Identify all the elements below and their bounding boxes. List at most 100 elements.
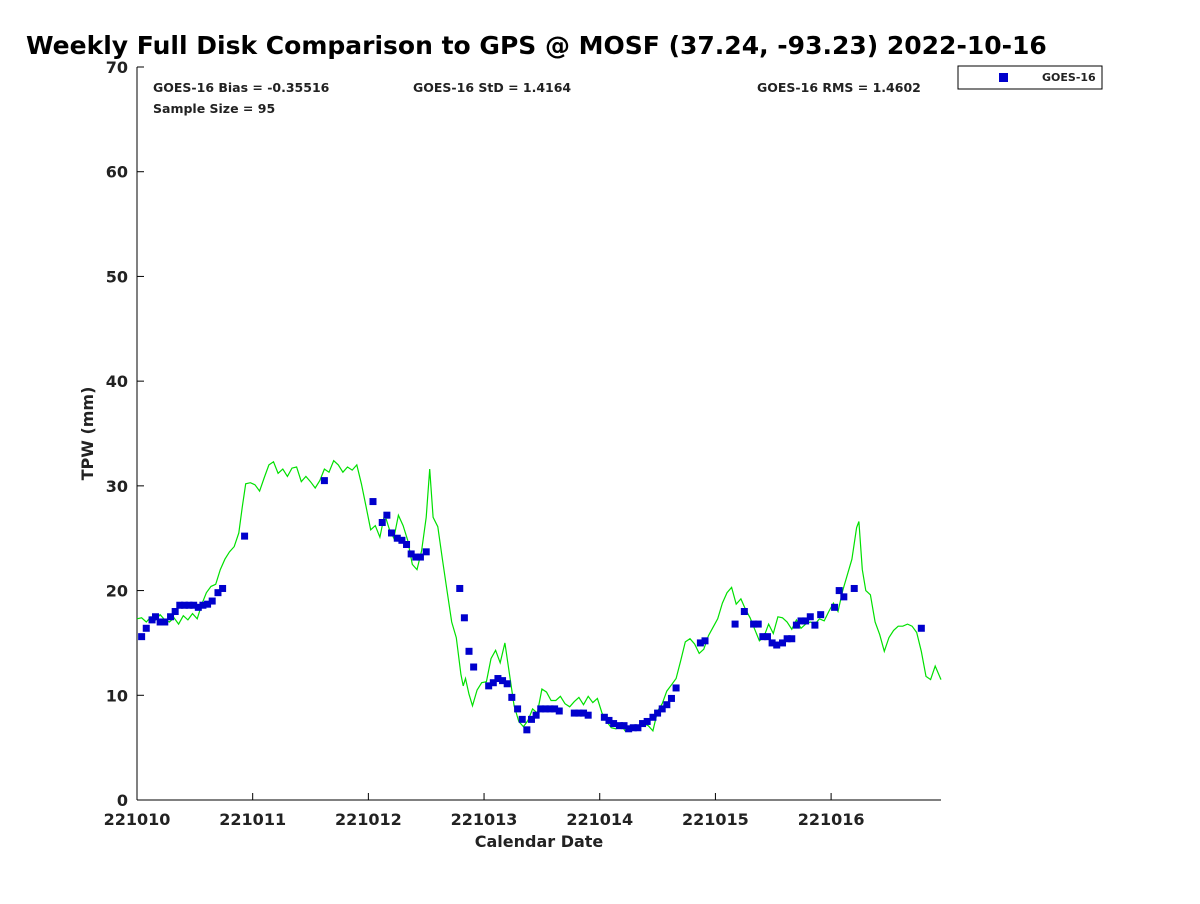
goes16-data-point [383,511,391,519]
goes16-data-point [489,679,497,687]
goes16-data-point [320,477,328,485]
goes16-data-point [620,722,628,730]
goes16-data-point [138,633,146,641]
goes16-data-point [600,713,608,721]
goes16-data-point [407,550,415,558]
rms-annotation: GOES-16 RMS = 1.4602 [757,80,921,95]
x-tick-label: 221014 [566,810,633,829]
goes16-data-point [508,693,516,701]
y-tick-label: 0 [117,791,128,810]
x-axis-label: Calendar Date [475,832,604,851]
y-tick-label: 70 [106,58,128,77]
goes16-data-point [460,614,468,622]
y-tick-label: 10 [106,686,128,705]
goes16-data-point [199,601,207,609]
goes16-data-point [485,682,493,690]
x-tick-label: 221010 [104,810,171,829]
goes16-data-point [575,709,583,717]
goes16-data-point [532,711,540,719]
goes16-data-point [541,705,549,713]
chart-title: Weekly Full Disk Comparison to GPS @ MOS… [26,31,1047,60]
goes16-data-point [369,498,377,506]
goes16-data-point [663,701,671,709]
goes16-data-point [802,617,810,625]
y-tick-label: 40 [106,372,128,391]
goes16-data-point [465,647,473,655]
goes16-data-point [514,705,522,713]
goes16-data-point [763,633,771,641]
goes16-data-point [503,680,511,688]
x-tick-label: 221015 [682,810,749,829]
goes16-data-point [523,726,531,734]
goes16-data-point [643,717,651,725]
goes16-data-point [527,715,535,723]
goes16-data-point [788,635,796,643]
goes16-data-point [204,600,212,608]
sample-size-annotation: Sample Size = 95 [153,101,275,116]
goes16-data-point [555,707,563,715]
goes16-data-point [759,633,767,641]
goes16-data-point [241,532,249,540]
goes16-data-point [156,618,164,626]
goes16-data-point [208,597,216,605]
goes16-data-point [605,716,613,724]
y-tick-label: 60 [106,163,128,182]
goes16-data-point [537,705,545,713]
goes16-data-point [831,603,839,611]
gps-series-line [136,459,942,733]
goes16-data-point [835,587,843,595]
goes16-data-point [840,593,848,601]
goes16-data-point [142,624,150,632]
goes16-data-point [806,613,814,621]
y-tick-label: 50 [106,267,128,286]
goes16-data-point [625,725,633,733]
goes16-data-point [754,620,762,628]
goes16-data-point [171,608,179,616]
y-axis-label: TPW (mm) [78,387,97,481]
goes16-data-point [779,639,787,647]
goes16-data-point [152,613,160,621]
goes16-data-point [499,677,507,685]
goes16-data-point [470,663,478,671]
goes16-data-point [551,705,559,713]
goes16-data-point [817,611,825,619]
y-tick-label: 20 [106,582,128,601]
goes16-data-point [518,715,526,723]
goes16-data-point [629,724,637,732]
bias-annotation: GOES-16 Bias = -0.35516 [153,80,330,95]
goes16-data-point [416,553,424,561]
goes16-data-point [176,601,184,609]
goes16-data-point [190,601,198,609]
goes16-data-point [658,705,666,713]
goes16-data-point [180,601,188,609]
y-tick-label: 30 [106,477,128,496]
goes16-data-point [850,584,858,592]
x-tick-label: 221011 [219,810,286,829]
goes16-data-point [696,639,704,647]
goes16-data-point [185,601,193,609]
goes16-data-point [378,519,386,527]
goes16-data-point [639,720,647,728]
goes16-data-point [731,620,739,628]
x-tick-label: 221012 [335,810,402,829]
legend-label: GOES-16 [1042,71,1096,84]
goes16-data-point [422,548,430,556]
goes16-data-point [388,529,396,537]
goes16-data-point [403,540,411,548]
goes16-data-point [615,722,623,730]
goes16-data-point [750,620,758,628]
goes16-data-point [398,536,406,544]
goes16-data-point [610,720,618,728]
x-tick-label: 221016 [798,810,865,829]
goes16-data-point [214,589,222,597]
goes16-data-point [546,705,554,713]
goes16-data-point [783,635,791,643]
goes16-data-point [773,641,781,649]
goes16-data-point [161,618,169,626]
goes16-data-point [667,694,675,702]
goes16-data-point [570,709,578,717]
std-annotation: GOES-16 StD = 1.4164 [413,80,571,95]
goes16-data-point [393,534,401,542]
